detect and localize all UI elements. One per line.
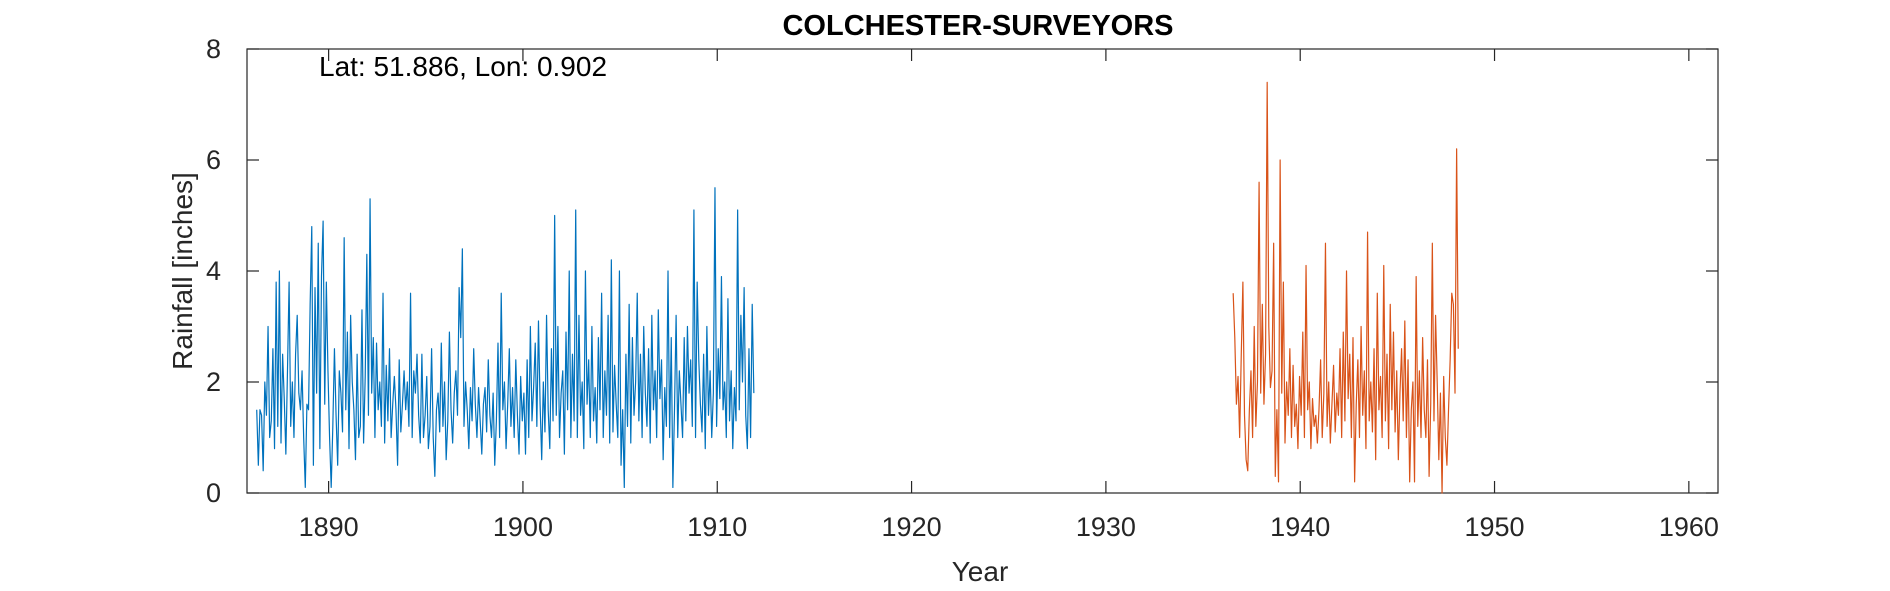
x-tick-label: 1940 <box>1270 512 1330 542</box>
x-tick-label: 1960 <box>1659 512 1719 542</box>
y-tick-label: 6 <box>206 145 221 175</box>
y-axis-label: Rainfall [inches] <box>167 172 198 370</box>
series-line-1 <box>256 187 755 489</box>
x-axis-label: Year <box>952 556 1009 587</box>
y-tick-label: 2 <box>206 367 221 397</box>
x-tick-label: 1920 <box>882 512 942 542</box>
y-tick-label: 0 <box>206 478 221 508</box>
location-annotation: Lat: 51.886, Lon: 0.902 <box>319 51 607 82</box>
y-tick-label: 4 <box>206 256 221 286</box>
chart-title: COLCHESTER-SURVEYORS <box>782 10 1173 42</box>
axis-ticks: 1890 1900 1910 1920 1930 1940 1950 1960 0 2 4 6 8 <box>206 34 1719 542</box>
series-line-2 <box>1232 81 1459 494</box>
x-tick-label: 1910 <box>687 512 747 542</box>
x-tick-label: 1890 <box>299 512 359 542</box>
series-layer <box>256 81 1459 494</box>
x-tick-label: 1930 <box>1076 512 1136 542</box>
x-tick-label: 1950 <box>1464 512 1524 542</box>
y-tick-label: 8 <box>206 34 221 64</box>
x-tick-label: 1900 <box>493 512 553 542</box>
